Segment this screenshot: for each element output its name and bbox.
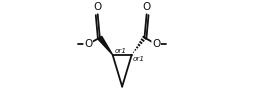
Text: O: O (93, 2, 102, 12)
Polygon shape (98, 36, 113, 55)
Text: O: O (152, 39, 160, 49)
Text: or1: or1 (114, 48, 126, 54)
Text: O: O (143, 2, 151, 12)
Text: O: O (84, 39, 92, 49)
Text: or1: or1 (132, 56, 144, 62)
